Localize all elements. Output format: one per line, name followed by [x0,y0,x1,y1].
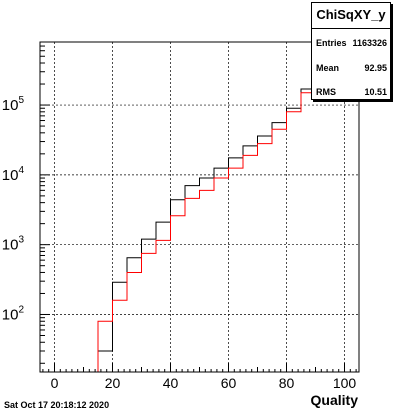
stats-value: 1163326 [352,38,387,48]
x-tick-label: 0 [51,375,59,391]
y-tick-label: 103 [2,235,25,254]
stats-box: ChiSqXY_y Entries 1163326 Mean 92.95 RMS… [311,2,391,100]
x-tick-label: 100 [333,375,357,391]
stats-value: 10.51 [364,87,387,97]
timestamp: Sat Oct 17 20:18:12 2020 [4,400,110,410]
x-tick-label: 80 [279,375,295,391]
x-tick-label: 60 [221,375,237,391]
y-tick-label: 102 [2,304,25,323]
histogram-series [40,61,345,373]
histogram-series-line [40,61,345,373]
stats-title: ChiSqXY_y [316,7,386,22]
stats-key: Mean [316,63,340,73]
x-tick-label: 40 [163,375,179,391]
x-axis-title: Quality [310,392,358,408]
y-tick-label: 105 [2,95,25,114]
stats-key: Entries [316,38,347,48]
axis-ticks: 0 20 40 60 80 100 102 103 104 105 [2,41,357,391]
histogram-series-line [40,61,345,373]
stats-value: 92.95 [364,63,387,73]
stats-key: RMS [316,87,336,97]
x-tick-label: 20 [105,375,121,391]
stats-divider [312,28,390,29]
y-tick-label: 104 [2,165,25,184]
